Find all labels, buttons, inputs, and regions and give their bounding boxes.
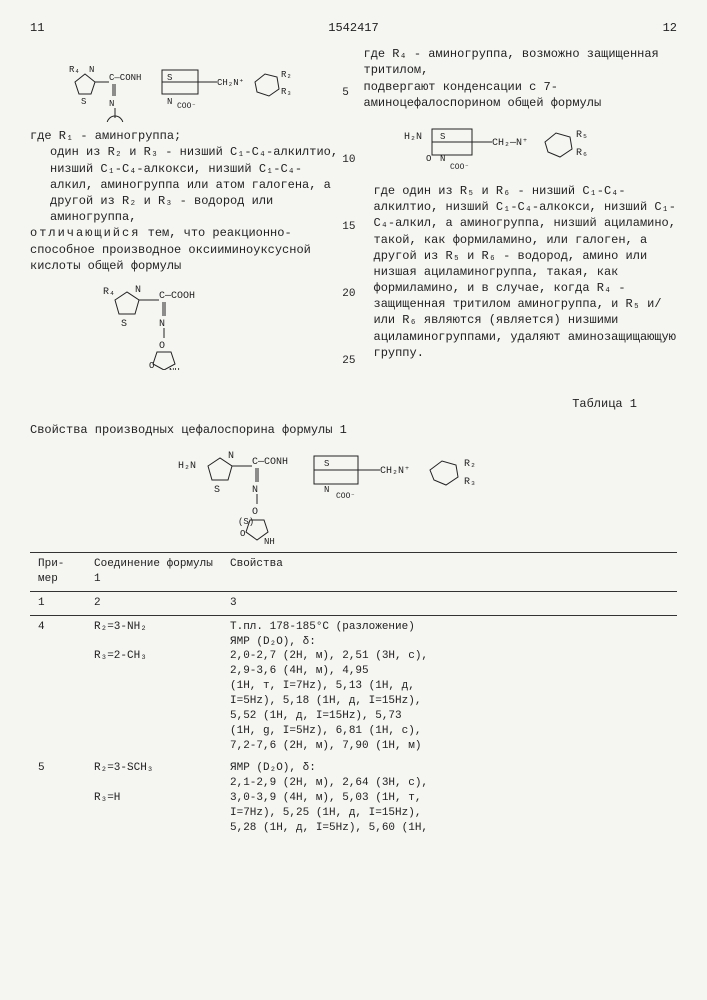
table-row: 5R₂=3-SCH₃ R₃=HЯМР (D₂O), δ: 2,1-2,9 (2H… bbox=[30, 757, 677, 839]
svg-text:S: S bbox=[121, 319, 127, 330]
formula-table: H₂N S N C—CONH N O (S) O NH S N COO⁻ CH₂… bbox=[174, 446, 534, 546]
svg-text:NH: NH bbox=[264, 537, 275, 546]
table-caption: Свойства производных цефалоспорина форму… bbox=[30, 422, 677, 438]
svg-text:R₂: R₂ bbox=[464, 459, 476, 470]
svg-text:COO⁻: COO⁻ bbox=[450, 163, 469, 172]
th-sub3: 3 bbox=[222, 591, 677, 615]
line-numbers: 5 10 15 20 25 bbox=[342, 86, 355, 368]
svg-text:H₂N: H₂N bbox=[404, 132, 422, 143]
text-r1: где R₁ - аминогруппа; bbox=[30, 128, 344, 144]
svg-text:O: O bbox=[159, 341, 165, 352]
th-props: Свойства bbox=[222, 553, 677, 592]
svg-text:NH: NH bbox=[169, 367, 180, 370]
th-compound: Соединение формулы 1 bbox=[86, 553, 222, 592]
th-sub1: 1 bbox=[30, 591, 86, 615]
svg-text:CH₂—N⁺: CH₂—N⁺ bbox=[492, 138, 528, 149]
right-column: где R₄ - аминогруппа, возможно защищенна… bbox=[364, 46, 678, 376]
text-r4: где R₄ - аминогруппа, возможно защищенна… bbox=[364, 46, 678, 78]
svg-text:C—COOH: C—COOH bbox=[159, 291, 195, 302]
svg-text:N: N bbox=[89, 65, 94, 75]
text-condensation: подвергают конденсации с 7-аминоцефалосп… bbox=[364, 79, 678, 111]
svg-text:R₅: R₅ bbox=[576, 130, 588, 141]
svg-text:S: S bbox=[440, 132, 445, 142]
th-example: При-мер bbox=[30, 553, 86, 592]
svg-text:R₄: R₄ bbox=[103, 287, 115, 298]
table-row: 4R₂=3-NH₂ R₃=2-CH₃Т.пл. 178-185°С (разло… bbox=[30, 615, 677, 757]
patent-number: 1542417 bbox=[328, 20, 378, 36]
page-right: 12 bbox=[663, 20, 677, 36]
svg-text:COO⁻: COO⁻ bbox=[336, 492, 355, 501]
svg-text:N: N bbox=[109, 99, 114, 109]
svg-text:N: N bbox=[228, 451, 234, 462]
svg-text:N: N bbox=[440, 154, 445, 164]
svg-text:R₃: R₃ bbox=[281, 87, 292, 97]
svg-text:S: S bbox=[167, 73, 172, 83]
svg-text:S: S bbox=[81, 97, 86, 107]
svg-text:R₃: R₃ bbox=[464, 477, 476, 488]
svg-text:N: N bbox=[135, 285, 141, 296]
svg-text:S: S bbox=[214, 485, 220, 496]
svg-text:R₂: R₂ bbox=[281, 70, 292, 80]
svg-text:C—CONH: C—CONH bbox=[109, 73, 141, 83]
svg-text:COO⁻: COO⁻ bbox=[177, 102, 196, 111]
properties-table: При-мер Соединение формулы 1 Свойства 1 … bbox=[30, 552, 677, 839]
svg-text:CH₂N⁺: CH₂N⁺ bbox=[380, 466, 410, 477]
table-section: Таблица 1 Свойства производных цефалоспо… bbox=[30, 396, 677, 840]
svg-text:H₂N: H₂N bbox=[178, 461, 196, 472]
svg-text:N: N bbox=[167, 97, 172, 107]
th-sub2: 2 bbox=[86, 591, 222, 615]
formula-3: H₂N S O N COO⁻ CH₂—N⁺ R₅ R₆ bbox=[400, 117, 640, 177]
svg-text:(S): (S) bbox=[238, 517, 254, 527]
svg-text:O: O bbox=[149, 361, 154, 370]
text-r5r6: где один из R₅ и R₆ - низший C₁-C₄-алкил… bbox=[374, 183, 678, 361]
page-left: 11 bbox=[30, 20, 44, 36]
formula-2: R₄ S N C—COOH N O O NH bbox=[97, 280, 277, 370]
svg-text:R₆: R₆ bbox=[576, 148, 588, 159]
svg-text:O: O bbox=[240, 529, 245, 539]
text-r2r3: один из R₂ и R₃ - низший C₁-C₄-алкилтио,… bbox=[50, 144, 344, 225]
svg-text:R₄: R₄ bbox=[69, 65, 80, 75]
svg-text:CH₂N⁺: CH₂N⁺ bbox=[217, 78, 244, 88]
svg-text:S: S bbox=[324, 459, 329, 469]
svg-text:N: N bbox=[324, 485, 329, 495]
text-distinguish: отличающийся тем, что реакционно-способн… bbox=[30, 225, 344, 274]
table-title: Таблица 1 bbox=[30, 396, 637, 412]
formula-1: R₄ S N C—CONH N S N COO⁻ CH₂N⁺ R₂ R₃ bbox=[67, 52, 307, 122]
left-column: R₄ S N C—CONH N S N COO⁻ CH₂N⁺ R₂ R₃ bbox=[30, 46, 344, 376]
svg-text:O: O bbox=[426, 154, 431, 164]
svg-text:C—CONH: C—CONH bbox=[252, 457, 288, 468]
